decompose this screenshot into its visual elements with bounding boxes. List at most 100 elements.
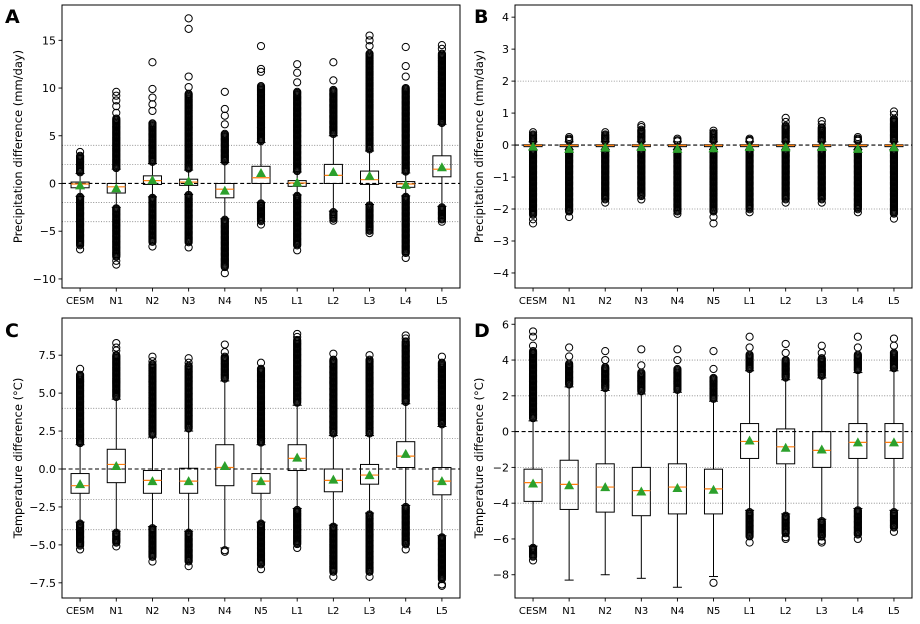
flier-point — [817, 341, 826, 350]
flier-point — [75, 168, 85, 177]
flier-point — [853, 343, 862, 352]
iqr-box — [70, 473, 90, 494]
x-tick-label: N5 — [707, 606, 721, 617]
mean-marker — [256, 167, 266, 177]
box-cesm — [523, 327, 543, 565]
flier-point — [184, 72, 193, 81]
flier-point — [709, 212, 718, 222]
box-l2 — [776, 113, 796, 207]
mean-marker — [183, 476, 194, 486]
box-l5 — [884, 334, 904, 536]
x-tick-label: N4 — [670, 296, 684, 307]
flier-point — [401, 540, 410, 549]
mean-marker — [328, 474, 339, 484]
flier-point — [148, 352, 157, 361]
mean-marker — [708, 484, 719, 494]
fliers — [401, 42, 410, 263]
fliers — [112, 87, 121, 269]
fliers — [184, 14, 193, 252]
y-axis: −8 −6 −4 −2 0 2 4 6 — [493, 318, 515, 582]
flier-point — [256, 358, 266, 367]
flier-point — [781, 117, 790, 127]
fliers — [528, 327, 538, 565]
flier-point — [293, 329, 302, 339]
x-tick-label: L2 — [780, 606, 792, 617]
mean-marker — [708, 143, 719, 153]
flier-point — [637, 387, 646, 396]
mean-marker — [400, 179, 411, 189]
fliers — [148, 58, 157, 251]
flier-point — [889, 527, 899, 536]
iqr-box — [703, 468, 724, 515]
flier-point — [401, 167, 410, 176]
flier-point — [817, 371, 826, 380]
box-l5 — [884, 107, 904, 223]
mean-marker — [75, 180, 86, 190]
x-tick-label: CESM — [519, 606, 547, 617]
box-n4 — [215, 87, 235, 278]
flier-point — [365, 41, 374, 51]
flier-point — [112, 108, 121, 117]
flier-point — [401, 42, 410, 52]
y-axis-label: Precipitation difference (mm/day) — [11, 50, 25, 243]
box-l1 — [740, 332, 760, 547]
x-axis: CESM N1 N2 N3 N4 N5 L1 L2 L3 L4 L5 — [519, 288, 900, 307]
flier-point — [329, 58, 338, 67]
y-axis: −10 −5 0 5 10 15 — [33, 34, 62, 286]
box-n5 — [703, 126, 724, 228]
flier-point — [329, 429, 338, 438]
panel-a: −10 −5 0 5 10 15 CESM N1 N2 N3 N4 N5 L1 L2 L3 L4 L5 Preci… — [5, 4, 461, 307]
flier-point — [75, 147, 85, 157]
flier-point — [528, 414, 538, 423]
x-tick-label: L1 — [744, 296, 756, 307]
mean-marker — [528, 141, 539, 151]
box-l5 — [432, 40, 452, 226]
x-tick-label: N3 — [634, 296, 648, 307]
y-axis-label: Precipitation difference (mm/day) — [472, 50, 486, 243]
y-tick-label: −1 — [493, 171, 509, 184]
x-tick-label: L1 — [291, 296, 303, 307]
flier-point — [781, 198, 790, 207]
flier-point — [889, 209, 899, 218]
fliers — [256, 41, 266, 229]
fliers — [817, 116, 826, 207]
flier-point — [437, 352, 447, 361]
flier-point — [637, 191, 646, 201]
flier-point — [781, 529, 790, 538]
iqr-box — [396, 441, 416, 468]
mean-marker — [672, 482, 683, 492]
y-tick-label: 5.0 — [39, 387, 57, 400]
flier-point — [565, 132, 574, 142]
x-tick-label: CESM — [66, 296, 94, 307]
iqr-box — [251, 473, 271, 494]
flier-point — [745, 205, 754, 214]
mean-marker — [111, 460, 122, 470]
box-n2 — [595, 346, 615, 576]
mean-marker — [888, 142, 899, 152]
iqr-box — [595, 463, 615, 513]
flier-point — [401, 253, 410, 263]
flier-point — [817, 116, 826, 126]
flier-point — [437, 215, 447, 224]
flier-point — [184, 358, 193, 367]
mean-marker — [636, 486, 647, 496]
flier-point — [673, 355, 682, 365]
y-tick-label: 1 — [502, 107, 509, 120]
mean-marker — [780, 442, 791, 452]
fliers — [853, 332, 862, 544]
x-tick-label: N2 — [598, 296, 612, 307]
flier-point — [528, 128, 538, 137]
flier-point — [528, 552, 538, 561]
box-l5 — [432, 352, 452, 590]
flier-point — [220, 547, 229, 556]
flier-point — [528, 556, 538, 565]
flier-point — [75, 241, 85, 250]
flier-point — [817, 538, 826, 547]
y-tick-label: 4 — [502, 354, 509, 367]
box-n2 — [142, 58, 162, 251]
flier-point — [256, 137, 266, 146]
flier-point — [817, 198, 826, 207]
x-tick-label: N5 — [254, 606, 268, 617]
flier-point — [148, 237, 157, 246]
flier-point — [148, 557, 157, 566]
